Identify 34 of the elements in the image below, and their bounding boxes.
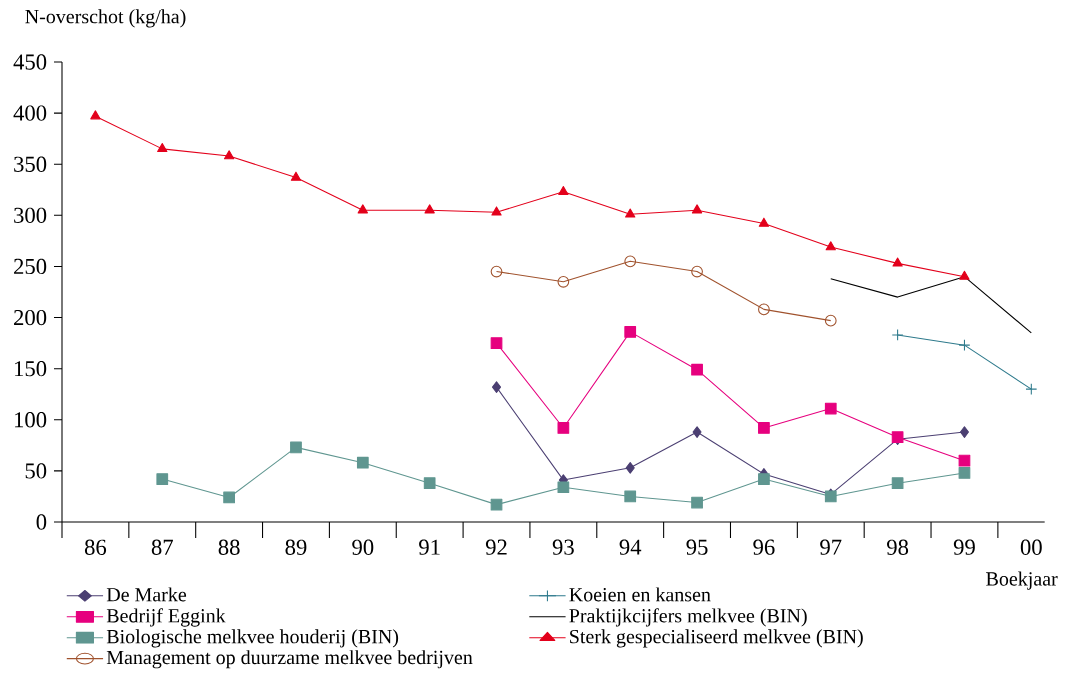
y-tick-label: 100 xyxy=(15,412,47,428)
x-tick-label: 88 xyxy=(218,539,240,555)
y-tick-label: 350 xyxy=(14,156,47,172)
x-tick-label: 91 xyxy=(419,539,440,555)
x-tick-label: 97 xyxy=(820,539,842,555)
x-tick-label: 89 xyxy=(285,539,307,555)
y-axis-title: N-overschot (kg/ha) xyxy=(25,9,186,28)
legend-label: Koeien en kansen xyxy=(569,587,711,602)
y-tick-label: 50 xyxy=(25,463,47,479)
x-tick-label: 86 xyxy=(84,539,107,555)
y-tick-label: 300 xyxy=(14,207,47,223)
legend-label: De Marke xyxy=(106,587,187,602)
y-tick-label: 0 xyxy=(36,514,47,530)
x-tick-label: 90 xyxy=(352,539,374,555)
x-tick-label: 98 xyxy=(887,539,909,555)
legend-label: Biologische melkvee houderij (BIN) xyxy=(106,629,399,648)
x-tick-label: 93 xyxy=(552,539,574,555)
x-tick-label: 92 xyxy=(485,539,507,555)
legend-label: Bedrijf Eggink xyxy=(106,608,226,627)
x-tick-label: 87 xyxy=(151,539,173,555)
y-tick-label: 450 xyxy=(13,54,47,70)
x-tick-label: 96 xyxy=(753,539,775,555)
x-axis-title: Boekjaar xyxy=(986,571,1058,590)
x-tick-label: 94 xyxy=(619,539,642,555)
x-tick-label: 00 xyxy=(1020,539,1042,555)
y-tick-label: 250 xyxy=(14,258,47,275)
y-tick-label: 150 xyxy=(15,361,47,377)
x-tick-label: 99 xyxy=(953,539,975,555)
legend-label: Praktijkcijfers melkvee (BIN) xyxy=(569,608,807,627)
y-tick-label: 200 xyxy=(14,309,47,326)
legend-label: Sterk gespecialiseerd melkvee (BIN) xyxy=(570,629,863,648)
x-tick-label: 95 xyxy=(686,539,708,555)
legend-label: Management op duurzame melkvee bedrijven xyxy=(106,650,473,669)
y-tick-label: 400 xyxy=(13,105,47,121)
